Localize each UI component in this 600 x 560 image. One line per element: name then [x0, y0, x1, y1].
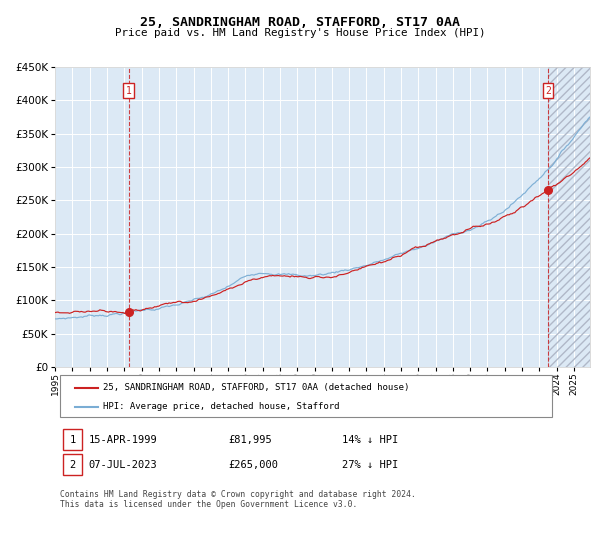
Text: 25, SANDRINGHAM ROAD, STAFFORD, ST17 0AA: 25, SANDRINGHAM ROAD, STAFFORD, ST17 0AA [140, 16, 460, 29]
Text: 25, SANDRINGHAM ROAD, STAFFORD, ST17 0AA (detached house): 25, SANDRINGHAM ROAD, STAFFORD, ST17 0AA… [103, 383, 409, 393]
Text: 2: 2 [70, 460, 76, 470]
Text: 07-JUL-2023: 07-JUL-2023 [89, 460, 158, 470]
Text: 1: 1 [70, 435, 76, 445]
Text: 27% ↓ HPI: 27% ↓ HPI [342, 460, 398, 470]
Text: 1: 1 [126, 86, 131, 96]
Text: £265,000: £265,000 [228, 460, 278, 470]
Text: 2: 2 [545, 86, 551, 96]
Text: 15-APR-1999: 15-APR-1999 [89, 435, 158, 445]
Text: £81,995: £81,995 [228, 435, 272, 445]
Text: 14% ↓ HPI: 14% ↓ HPI [342, 435, 398, 445]
Text: HPI: Average price, detached house, Stafford: HPI: Average price, detached house, Staf… [103, 402, 339, 411]
Text: Price paid vs. HM Land Registry's House Price Index (HPI): Price paid vs. HM Land Registry's House … [115, 28, 485, 38]
Text: Contains HM Land Registry data © Crown copyright and database right 2024.
This d: Contains HM Land Registry data © Crown c… [60, 490, 416, 510]
